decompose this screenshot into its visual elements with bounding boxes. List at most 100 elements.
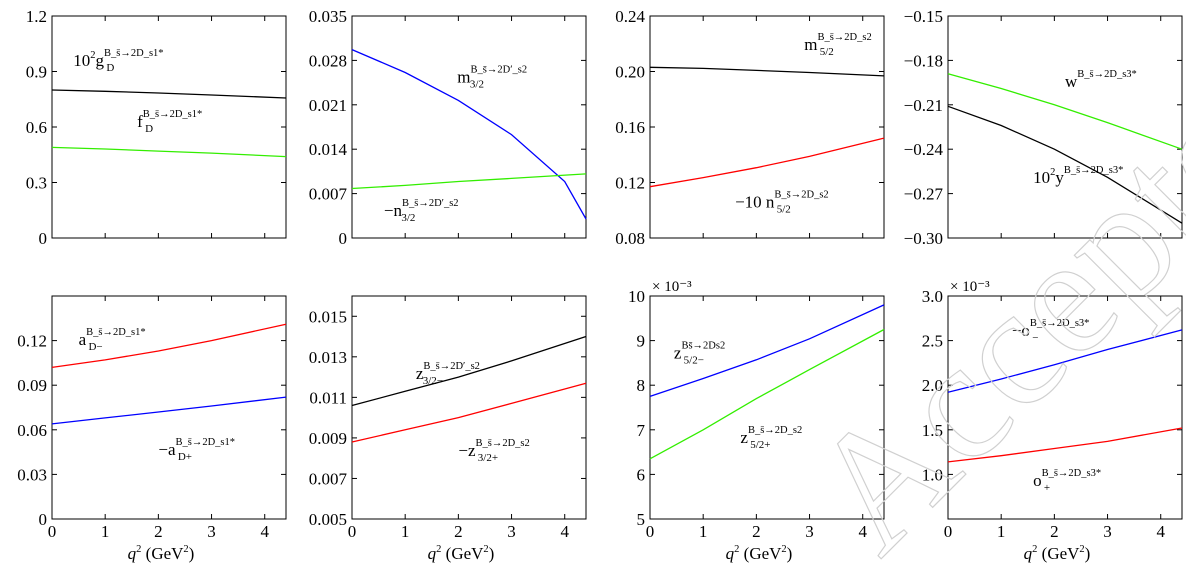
y-tick-label: 0.06 bbox=[17, 421, 47, 440]
x-axis-label-close: ) bbox=[1085, 544, 1091, 563]
y-tick-label: −0.27 bbox=[904, 185, 944, 204]
x-axis-label: q2 (GeV2) bbox=[1024, 544, 1091, 563]
label-superscript: B_s̄→2D_s1* bbox=[143, 109, 203, 120]
y-tick-label: 0.24 bbox=[615, 7, 645, 26]
x-tick-label: 0 bbox=[646, 522, 655, 541]
label-prefix: − bbox=[1012, 321, 1022, 340]
y-tick-label: 3.0 bbox=[922, 287, 943, 306]
x-axis-label-unit-sup: 2 bbox=[1079, 544, 1084, 555]
y-tick-label: 0.014 bbox=[309, 140, 348, 159]
label-superscript: B_s̄→2D_s1* bbox=[176, 437, 236, 448]
y-tick-label: −0.24 bbox=[904, 140, 944, 159]
y-tick-label: 1.5 bbox=[922, 421, 943, 440]
curve-label-2: −zB_s̄→2D_s2 3/2+ bbox=[458, 438, 529, 464]
y-tick-label: 0.007 bbox=[309, 185, 348, 204]
curve-label-2: oB_s̄→2D_s3* + bbox=[1033, 468, 1101, 494]
curve-label-1: zBs̄→2Ds2 5/2− bbox=[674, 340, 725, 366]
axis-multiplier: × 10⁻³ bbox=[950, 279, 990, 295]
label-subscript: D+ bbox=[178, 451, 192, 463]
label-prefix-sup: 2 bbox=[1050, 167, 1055, 178]
x-tick-label: 0 bbox=[48, 522, 57, 541]
y-tick-label: −0.18 bbox=[904, 51, 943, 70]
label-superscript: B_s̄→2D_s3* bbox=[1042, 468, 1102, 479]
label-base: o bbox=[1033, 471, 1042, 490]
panel-4: −0.30−0.27−0.24−0.21−0.18−0.15wB_s̄→2D_s… bbox=[904, 7, 1183, 248]
x-axis-label-unit-sup: 2 bbox=[483, 544, 488, 555]
y-tick-label: 0.6 bbox=[26, 118, 47, 137]
y-tick-label: 0 bbox=[39, 510, 48, 529]
y-tick-label: 0.013 bbox=[309, 348, 347, 367]
label-superscript: B_s̄→2D_s3* bbox=[1030, 318, 1090, 329]
x-axis-label-close: ) bbox=[189, 544, 195, 563]
y-tick-label: 0 bbox=[339, 229, 348, 248]
x-axis-label: q2 (GeV2) bbox=[428, 544, 495, 563]
y-tick-label: 0.12 bbox=[17, 332, 47, 351]
x-tick-label: 4 bbox=[260, 522, 269, 541]
x-axis-label-sup: 2 bbox=[436, 544, 441, 555]
label-base: y bbox=[1055, 168, 1064, 187]
series-line-1 bbox=[351, 49, 587, 220]
label-prefix-sup: 2 bbox=[90, 50, 95, 61]
label-prefix: − bbox=[458, 441, 468, 460]
y-tick-label: 8 bbox=[637, 376, 646, 395]
x-axis-label-unit-sup: 2 bbox=[183, 544, 188, 555]
series-line-1 bbox=[649, 304, 885, 398]
x-axis-label-unit: (GeV bbox=[739, 544, 782, 563]
label-subscript: D− bbox=[88, 341, 102, 353]
series-line-2 bbox=[351, 173, 587, 190]
label-prefix: −10 bbox=[735, 192, 766, 211]
series-line-2 bbox=[51, 396, 287, 425]
curve-label-1: mB_s̄→2D′_s2 3/2 bbox=[457, 65, 527, 91]
series-line-2 bbox=[649, 137, 885, 188]
y-tick-label: 0.03 bbox=[17, 465, 47, 484]
y-tick-label: −0.30 bbox=[904, 229, 943, 248]
y-tick-label: 0.028 bbox=[309, 51, 347, 70]
series-line-2 bbox=[947, 105, 1183, 224]
x-tick-label: 2 bbox=[154, 522, 163, 541]
x-axis-label-unit-sup: 2 bbox=[781, 544, 786, 555]
curve-label-2: 102yB_s̄→2D_s3* bbox=[1033, 165, 1123, 187]
y-tick-label: 0.035 bbox=[309, 7, 347, 26]
y-tick-label: 0.015 bbox=[309, 307, 347, 326]
y-tick-label: 0.005 bbox=[309, 510, 347, 529]
label-subscript: 3/2− bbox=[423, 375, 443, 387]
x-axis-label-close: ) bbox=[489, 544, 495, 563]
label-base: z bbox=[468, 441, 476, 460]
x-tick-label: 1 bbox=[699, 522, 708, 541]
y-tick-label: −0.21 bbox=[904, 96, 943, 115]
label-superscript: B_s̄→2D_s3* bbox=[1077, 69, 1137, 80]
label-subscript: + bbox=[1044, 482, 1050, 494]
x-axis-label: q2 (GeV2) bbox=[128, 544, 195, 563]
label-prefix: 10 bbox=[73, 51, 90, 70]
y-tick-label: 0.16 bbox=[615, 118, 645, 137]
label-superscript: B_s̄→2D_s2 bbox=[817, 32, 871, 43]
label-superscript: B_s̄→2D_s2 bbox=[774, 189, 828, 200]
label-base: m bbox=[804, 35, 817, 54]
x-axis-label-unit: (GeV bbox=[1037, 544, 1080, 563]
y-tick-label: 9 bbox=[637, 332, 646, 351]
x-axis-label-q: q bbox=[726, 544, 735, 563]
x-axis-label-unit: (GeV bbox=[441, 544, 484, 563]
x-tick-label: 3 bbox=[207, 522, 216, 541]
label-subscript: − bbox=[1032, 332, 1038, 344]
label-base: n bbox=[766, 192, 775, 211]
label-subscript: 5/2 bbox=[820, 46, 834, 58]
y-tick-label: 0.12 bbox=[615, 174, 645, 193]
plot-frame bbox=[51, 295, 287, 520]
y-tick-label: 0.20 bbox=[615, 63, 645, 82]
label-base: z bbox=[416, 364, 424, 383]
curve-label-2: fB_s̄→2D_s1* D bbox=[137, 109, 202, 135]
label-superscript: B_s̄→2D′_s2 bbox=[402, 198, 459, 209]
series-line-1 bbox=[947, 73, 1183, 150]
y-tick-label: 0.021 bbox=[309, 96, 347, 115]
label-subscript: D bbox=[106, 62, 114, 74]
label-prefix: − bbox=[384, 201, 394, 220]
y-tick-label: 5 bbox=[637, 510, 646, 529]
x-tick-label: 3 bbox=[507, 522, 516, 541]
y-tick-label: 0.3 bbox=[26, 174, 47, 193]
x-axis-label: q2 (GeV2) bbox=[726, 544, 793, 563]
series-line-1 bbox=[351, 335, 587, 407]
curve-label-2: −aB_s̄→2D_s1* D+ bbox=[158, 437, 235, 463]
